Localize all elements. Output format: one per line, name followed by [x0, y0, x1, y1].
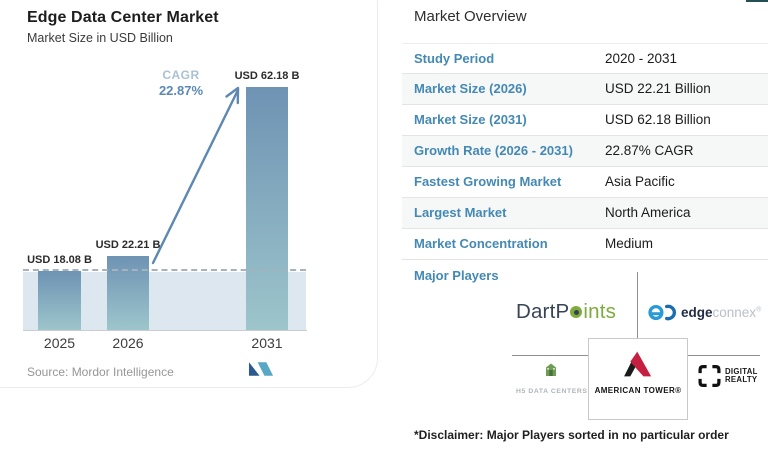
edgeconnex-reg-mark: ®	[756, 306, 762, 314]
bar-2025	[38, 271, 81, 330]
disclaimer-text: *Disclaimer: Major Players sorted in no …	[414, 428, 729, 442]
american-tower-icon	[624, 351, 652, 377]
american-tower-label: AMERICAN TOWER®	[594, 386, 682, 395]
overview-row: Study Period 2020 - 2031	[402, 43, 768, 74]
bar-value-label: USD 18.08 B	[27, 254, 92, 266]
h5-building-icon	[546, 363, 556, 376]
digital-realty-line2: REALTY	[725, 375, 758, 384]
overview-row-value: 22.87% CAGR	[605, 143, 694, 158]
cagr-annotation-value: 22.87%	[158, 83, 204, 98]
dartpoints-o-dot	[573, 309, 579, 315]
overview-row-value: USD 22.21 Billion	[605, 81, 711, 96]
overview-row: Market Concentration Medium	[402, 229, 768, 260]
bar-value-label: USD 62.18 B	[234, 70, 300, 82]
digital-realty-line1: DIGITAL	[725, 366, 758, 376]
growth-arrow-icon	[151, 86, 240, 265]
edgeconnex-text-bold: edge	[681, 305, 713, 320]
chart-baseline-dashed-line	[23, 269, 306, 271]
edgeconnex-icon	[648, 304, 676, 321]
overview-row-value: North America	[605, 205, 691, 220]
overview-row: Largest Market North America	[402, 198, 768, 229]
edgeconnex-text-light: connex	[712, 305, 757, 320]
overview-row: Growth Rate (2026 - 2031) 22.87% CAGR	[402, 136, 768, 167]
overview-row-label: Study Period	[414, 51, 495, 66]
overview-row: Market Size (2026) USD 22.21 Billion	[402, 74, 768, 105]
bar-value-label: USD 22.21 B	[95, 239, 161, 251]
chart-source: Source: Mordor Intelligence	[27, 365, 174, 379]
players-grid-horizontal-divider-right	[686, 355, 760, 356]
overview-row-value: Asia Pacific	[605, 174, 675, 189]
overview-row-label: Market Concentration	[414, 236, 548, 251]
logo-dartpoints: DartP ints	[497, 300, 635, 324]
cagr-annotation-label: CAGR	[162, 68, 200, 82]
overview-row-label: Largest Market	[414, 205, 507, 220]
players-grid-horizontal-divider-left	[512, 355, 588, 356]
dartpoints-o-icon	[570, 306, 583, 318]
chart-x-axis	[23, 330, 307, 331]
overview-row-label: Fastest Growing Market	[414, 174, 562, 189]
edgeconnex-wordmark: edgeconnex®	[681, 305, 761, 320]
overview-row: Market Size (2031) USD 62.18 Billion	[402, 105, 768, 136]
dartpoints-text-dark: DartP	[515, 300, 570, 323]
chart-title: Edge Data Center Market	[27, 9, 219, 26]
x-axis-tick-label: 2031	[251, 335, 283, 351]
overview-row-value: 2020 - 2031	[605, 51, 678, 66]
overview-table: Study Period 2020 - 2031 Market Size (2026…	[402, 43, 768, 260]
overview-row: Fastest Growing Market Asia Pacific	[402, 167, 768, 198]
digital-realty-icon	[698, 364, 721, 388]
logo-h5-data-centers: H5 DATA CENTERS	[516, 363, 588, 395]
major-players-label: Major Players	[414, 268, 499, 283]
x-axis-tick-label: 2025	[43, 335, 76, 351]
top-right-edge-artifact	[746, 0, 768, 2]
overview-row-label: Market Size (2031)	[414, 112, 527, 127]
cagr-annotation: CAGR 22.87%	[150, 68, 212, 98]
h5-label: H5 DATA CENTERS	[516, 388, 588, 395]
overview-row-label: Market Size (2026)	[414, 81, 527, 96]
players-grid-vertical-divider	[637, 272, 638, 338]
digital-realty-label: DIGITAL REALTY	[725, 366, 758, 385]
overview-row-label: Growth Rate (2026 - 2031)	[414, 143, 573, 158]
logo-edgeconnex: edgeconnex®	[648, 303, 761, 322]
dartpoints-text-green: ints	[583, 300, 617, 323]
logo-digital-realty: DIGITAL REALTY	[698, 364, 758, 388]
overview-row-value: USD 62.18 Billion	[605, 112, 711, 127]
overview-title: Market Overview	[414, 8, 527, 25]
bar-2026	[107, 256, 149, 330]
bar-2031	[246, 87, 288, 330]
overview-row-value: Medium	[605, 236, 654, 251]
x-axis-tick-label: 2026	[112, 335, 144, 351]
chart-subtitle: Market Size in USD Billion	[27, 31, 173, 45]
logo-american-tower: AMERICAN TOWER®	[588, 338, 688, 420]
mordor-intelligence-logo-icon	[248, 362, 274, 376]
